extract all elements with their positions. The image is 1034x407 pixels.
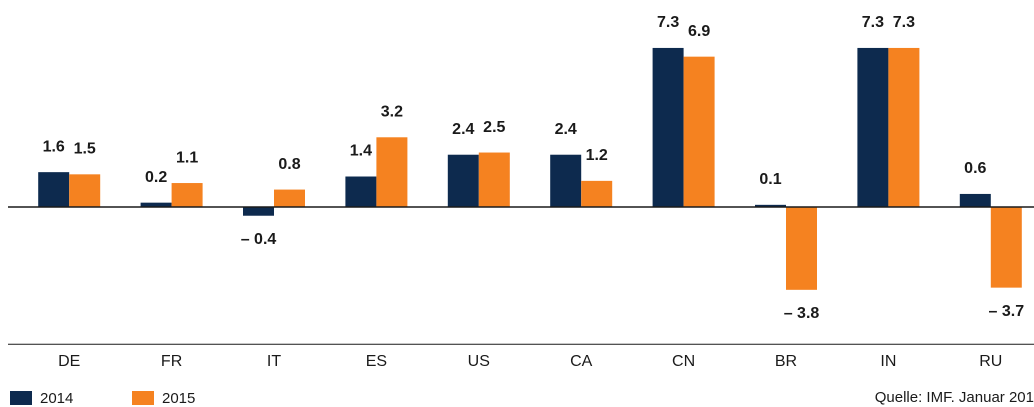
- data-label: 0.2: [145, 169, 167, 186]
- bar: [755, 204, 786, 208]
- bar: [38, 172, 70, 208]
- data-label: 2.4: [555, 121, 577, 138]
- bar: [140, 202, 172, 208]
- bar: [652, 47, 684, 208]
- bar: [581, 180, 613, 208]
- data-label: 1.6: [43, 138, 65, 155]
- bar: [243, 207, 274, 216]
- x-tick-label: ES: [366, 353, 387, 370]
- data-label: – 3.8: [784, 305, 820, 322]
- data-label: 0.1: [759, 171, 781, 188]
- bar: [274, 189, 305, 208]
- bar: [550, 154, 582, 208]
- bar: [69, 174, 101, 208]
- bar: [857, 47, 889, 208]
- bar: [478, 152, 510, 208]
- x-tick-label: CA: [570, 353, 593, 370]
- data-label: 1.4: [350, 143, 372, 160]
- data-label: 7.3: [657, 14, 679, 31]
- data-label: 6.9: [688, 23, 710, 40]
- x-tick-label: IN: [880, 353, 896, 370]
- bar: [888, 47, 920, 208]
- x-tick-label: RU: [979, 353, 1002, 370]
- data-label: 0.6: [964, 160, 986, 177]
- data-label: 1.2: [586, 147, 608, 164]
- data-label: – 0.4: [241, 231, 277, 248]
- x-tick-label: IT: [267, 353, 281, 370]
- data-label: – 3.7: [989, 303, 1025, 320]
- data-label: 3.2: [381, 104, 403, 121]
- bar: [683, 56, 715, 208]
- source-note: Quelle: IMF. Januar 201: [875, 389, 1034, 406]
- bar: [959, 193, 991, 208]
- data-label: 2.5: [483, 119, 505, 136]
- bar: [786, 207, 817, 290]
- data-label: 2.4: [452, 121, 474, 138]
- data-label: 7.3: [862, 14, 884, 31]
- legend-swatch: [10, 391, 32, 405]
- legend-label: 2014: [40, 390, 73, 407]
- x-tick-label: CN: [672, 353, 695, 370]
- x-tick-label: US: [468, 353, 490, 370]
- legend-swatch: [132, 391, 154, 405]
- x-tick-label: DE: [58, 353, 80, 370]
- x-tick-label: FR: [161, 353, 182, 370]
- bar: [171, 183, 203, 208]
- data-label: 0.8: [278, 156, 300, 173]
- data-label: 1.1: [176, 149, 198, 166]
- x-tick-label: BR: [775, 353, 797, 370]
- bar: [345, 176, 377, 208]
- bar: [376, 137, 408, 208]
- bar: [990, 207, 1022, 288]
- legend-label: 2015: [162, 390, 195, 407]
- bar: [447, 154, 479, 208]
- data-label: 7.3: [893, 14, 915, 31]
- data-label: 1.5: [74, 141, 96, 158]
